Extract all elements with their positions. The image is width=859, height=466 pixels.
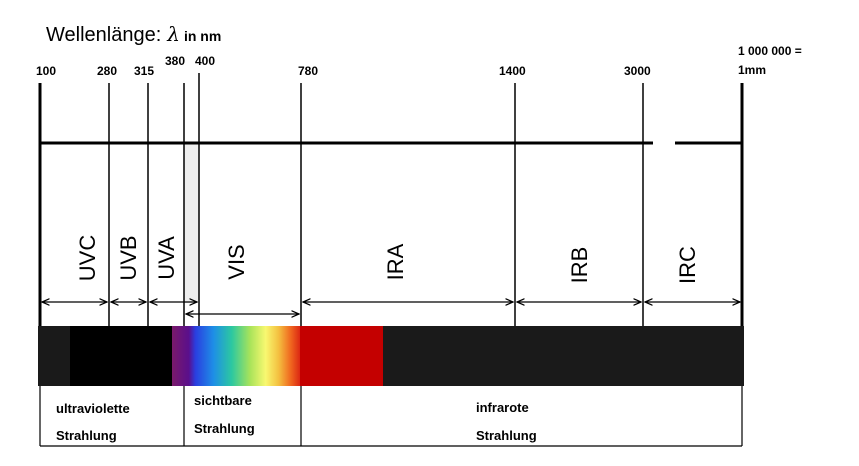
caption-vis-line2: Strahlung xyxy=(194,421,255,436)
wavelength-heading: Wellenlänge: λ in nm xyxy=(46,22,221,47)
band-label-uva: UVA xyxy=(154,236,179,280)
range-arrows xyxy=(42,302,740,314)
tick-label-315: 315 xyxy=(134,64,154,78)
uv-dark-region xyxy=(70,326,174,386)
tick-label-3000: 3000 xyxy=(624,64,651,78)
caption-ir-line2: Strahlung xyxy=(476,428,537,443)
lambda-symbol: λ xyxy=(167,22,180,46)
tick-label-780: 780 xyxy=(298,64,318,78)
band-label-uvb: UVB xyxy=(116,235,141,280)
caption-uv-line1: ultraviolette xyxy=(56,401,130,416)
band-label-vis: VIS xyxy=(224,244,249,279)
tick-label-1400: 1400 xyxy=(499,64,526,78)
tick-label-380: 380 xyxy=(165,54,185,68)
visible-colors xyxy=(172,326,302,386)
spectrum-strip xyxy=(38,326,744,386)
infrared-red-region xyxy=(300,326,383,386)
band-label-uvc: UVC xyxy=(75,235,100,282)
tick-label-100: 100 xyxy=(36,64,56,78)
caption-table xyxy=(39,386,743,447)
caption-uv-line2: Strahlung xyxy=(56,428,117,443)
heading-text: Wellenlänge: xyxy=(46,24,162,46)
tick-label-280: 280 xyxy=(97,64,117,78)
caption-vis-line1: sichtbare xyxy=(194,393,252,408)
band-label-ira: IRA xyxy=(383,243,408,280)
band-labels: UVC UVB UVA VIS IRA IRB IRC xyxy=(75,235,700,284)
tick-labels: 100 280 315 380 400 780 1400 3000 1 000 … xyxy=(36,44,802,78)
tick-label-1mm-line1: 1 000 000 = xyxy=(738,44,802,58)
tick-label-400: 400 xyxy=(195,54,215,68)
tick-label-1mm-line2: 1mm xyxy=(738,63,766,77)
uva-vis-overlap xyxy=(184,143,199,303)
caption-ir-line1: infrarote xyxy=(476,400,529,415)
heading-unit: in nm xyxy=(183,28,222,44)
band-label-irb: IRB xyxy=(567,247,592,284)
caption-labels: ultraviolette Strahlung sichtbare Strahl… xyxy=(56,393,537,443)
band-label-irc: IRC xyxy=(675,246,700,284)
boundary-lines xyxy=(38,73,744,326)
